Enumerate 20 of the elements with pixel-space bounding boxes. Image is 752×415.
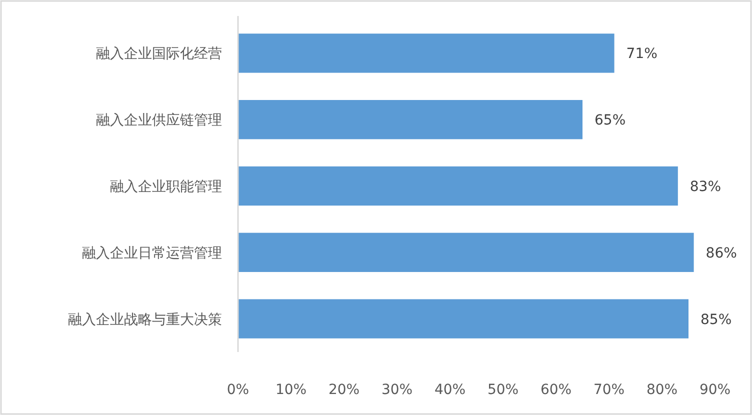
y-tick-label: 融入企业战略与重大决策 [68,312,222,328]
data-label: 71% [626,46,658,62]
data-label: 85% [700,312,732,328]
x-tick-label: 80% [646,382,678,398]
data-label: 83% [690,179,722,195]
x-tick-label: 90% [699,382,731,398]
y-tick-label: 融入企业供应链管理 [96,112,222,129]
data-label: 86% [706,245,737,262]
data-label: 65% [594,112,626,129]
x-tick-label: 20% [328,382,360,398]
x-tick-label: 70% [593,382,625,398]
x-tick-label: 50% [487,382,519,398]
x-tick-label: 40% [434,382,466,398]
y-tick-label: 融入企业国际化经营 [96,46,222,62]
x-tick-label: 30% [381,382,413,398]
x-tick-label: 10% [275,382,307,398]
x-tick-label: 60% [540,382,572,398]
y-tick-label: 融入企业日常运营管理 [82,245,222,262]
x-tick-label: 0% [226,382,250,398]
y-tick-label: 融入企业职能管理 [110,179,222,195]
